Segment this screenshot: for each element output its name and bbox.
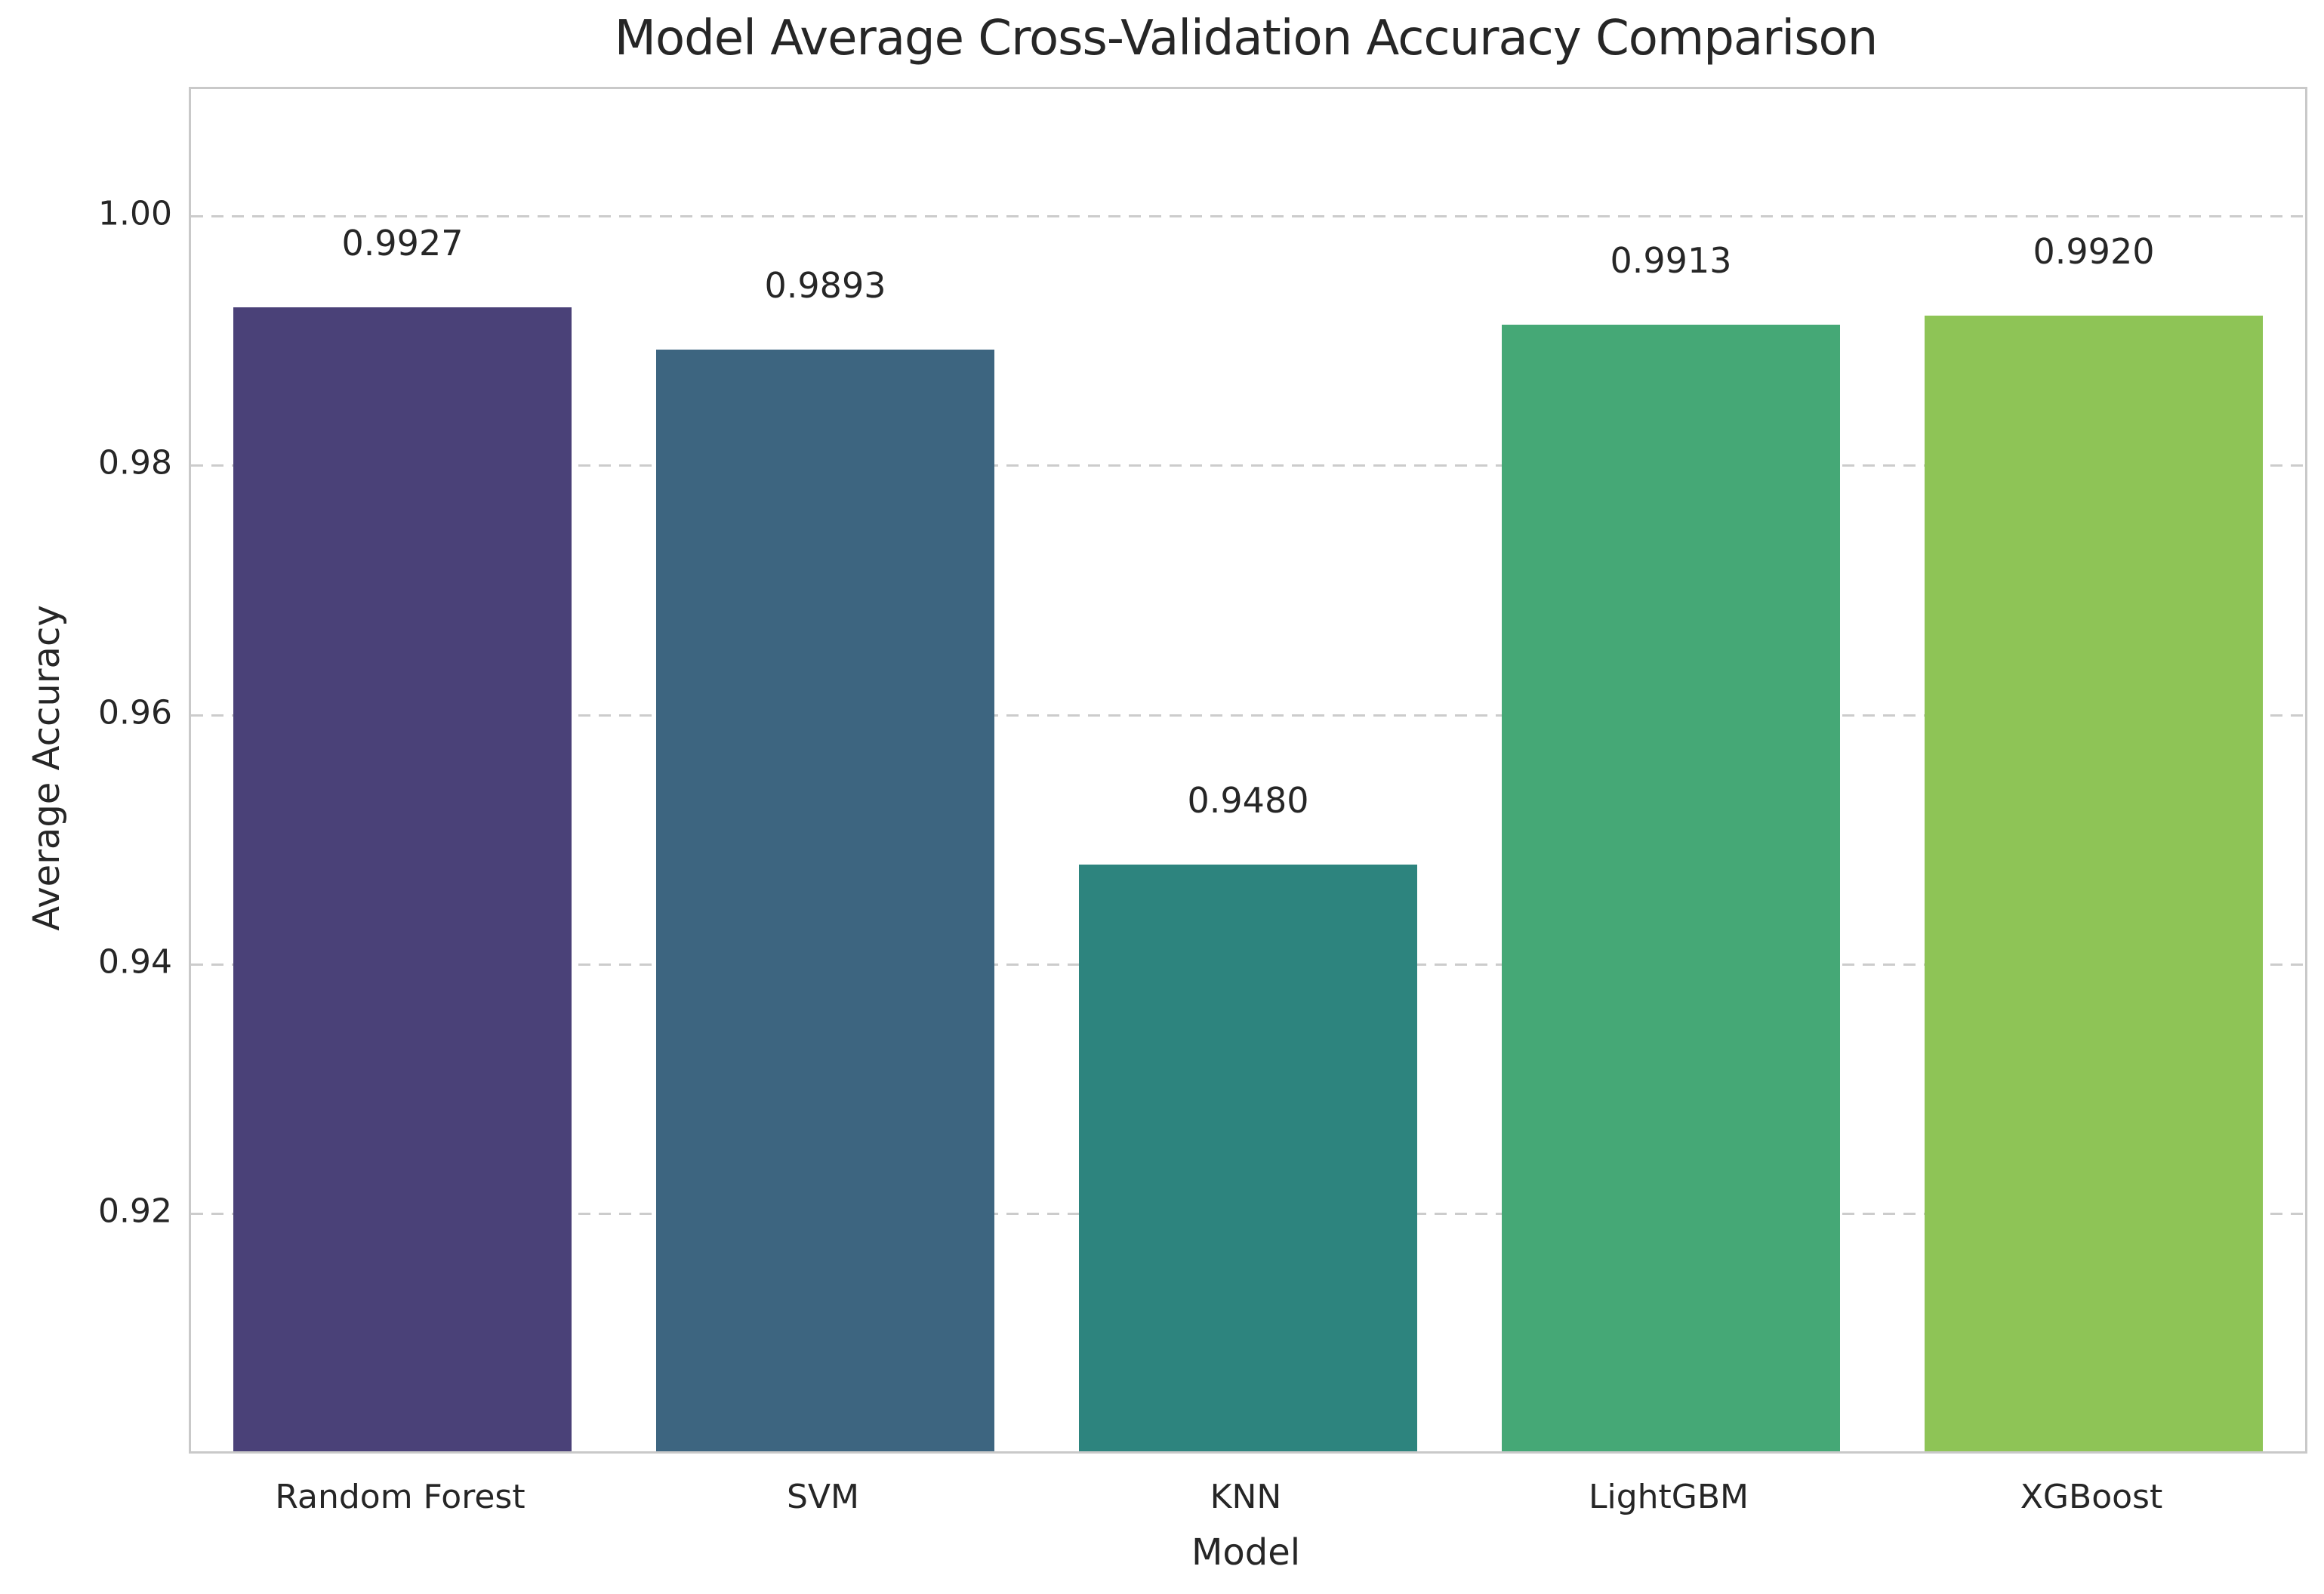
y-tick-label: 0.92: [98, 1192, 172, 1231]
x-tick-label: XGBoost: [2020, 1478, 2163, 1516]
plot-area: 0.9927 0.9893 0.9480 0.9913 0.9920: [189, 87, 2307, 1454]
bar-value-label: 0.9480: [1187, 780, 1309, 821]
x-tick-label: SVM: [787, 1478, 859, 1516]
bar-random-forest: [233, 307, 572, 1451]
bar-value-label: 0.9893: [764, 265, 886, 306]
gridline: [191, 215, 2305, 218]
y-tick-label: 1.00: [98, 194, 172, 233]
gridline: [191, 464, 2305, 467]
gridline: [191, 714, 2305, 717]
y-tick-label: 0.96: [98, 693, 172, 732]
bar-xgboost: [1925, 316, 2263, 1451]
bar-value-label: 0.9913: [1610, 240, 1732, 281]
bar-svm: [656, 350, 994, 1451]
chart-title: Model Average Cross-Validation Accuracy …: [614, 11, 1879, 66]
bar-value-label: 0.9920: [2033, 231, 2155, 272]
x-tick-label: Random Forest: [275, 1478, 526, 1516]
x-tick-label: KNN: [1210, 1478, 1282, 1516]
x-tick-label: LightGBM: [1588, 1478, 1749, 1516]
x-axis-label: Model: [1191, 1531, 1301, 1574]
bar-knn: [1079, 865, 1417, 1451]
bar-value-label: 0.9927: [341, 223, 464, 264]
y-tick-label: 0.98: [98, 443, 172, 483]
y-axis-label-text: Average Accuracy: [26, 605, 68, 931]
y-tick-label: 0.94: [98, 942, 172, 982]
bar-lightgbm: [1502, 325, 1840, 1451]
